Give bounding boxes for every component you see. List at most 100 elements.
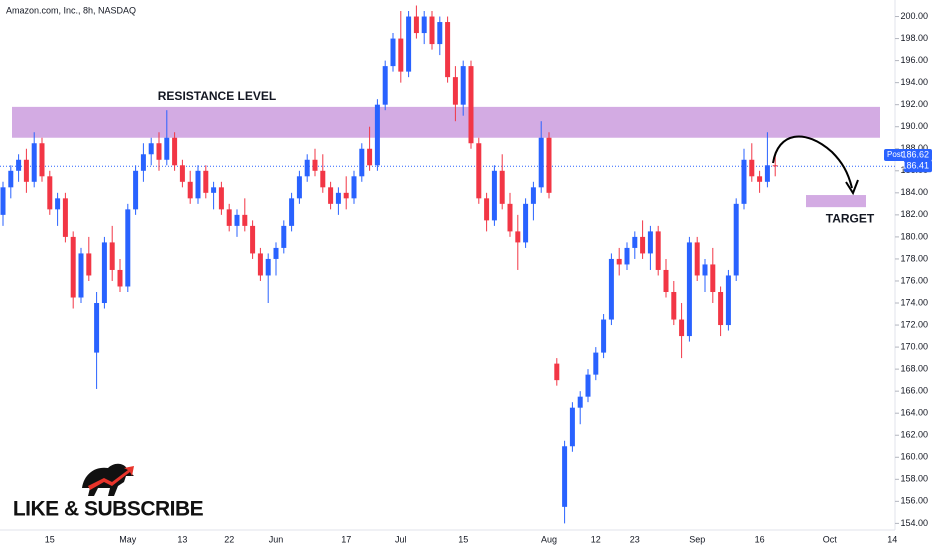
candle-body bbox=[226, 209, 232, 226]
candle-body bbox=[8, 170, 14, 188]
y-tick-label: 180.00 bbox=[900, 231, 928, 241]
candle-body bbox=[460, 66, 466, 105]
candle-body bbox=[476, 143, 482, 199]
y-tick-label: 174.00 bbox=[900, 297, 928, 307]
x-tick-label: 14 bbox=[887, 534, 897, 544]
candle-body bbox=[632, 236, 638, 248]
candle-body bbox=[203, 170, 209, 193]
watermark: LIKE & SUBSCRIBE bbox=[13, 498, 204, 521]
x-tick-label: 22 bbox=[224, 534, 234, 544]
candle-body bbox=[47, 176, 53, 210]
candle-body bbox=[374, 104, 380, 166]
candle-body bbox=[281, 225, 287, 248]
candle-body bbox=[70, 236, 76, 298]
candle-body bbox=[398, 38, 404, 72]
y-tick-label: 182.00 bbox=[900, 209, 928, 219]
candle-body bbox=[772, 165, 778, 167]
candle-body bbox=[710, 264, 716, 292]
candle-body bbox=[445, 22, 451, 78]
candle-body bbox=[0, 187, 6, 215]
candle-body bbox=[640, 236, 646, 254]
candle-body bbox=[23, 159, 29, 182]
y-tick-label: 196.00 bbox=[900, 55, 928, 65]
candle-body bbox=[195, 170, 201, 199]
candle-body bbox=[593, 352, 599, 375]
candle-body bbox=[554, 363, 560, 381]
candle-body bbox=[749, 159, 755, 177]
y-tick-label: 200.00 bbox=[900, 11, 928, 21]
candle-body bbox=[367, 148, 373, 166]
candle-body bbox=[569, 407, 575, 447]
candle-body bbox=[31, 143, 37, 182]
candle-body bbox=[179, 165, 185, 182]
candle-body bbox=[655, 231, 661, 270]
x-tick-label: Oct bbox=[823, 534, 838, 544]
candle-body bbox=[601, 319, 607, 353]
candle-body bbox=[16, 159, 22, 171]
x-tick-label: 16 bbox=[755, 534, 765, 544]
chart-title: Amazon.com, Inc., 8h, NASDAQ bbox=[6, 5, 136, 15]
candle-body bbox=[117, 269, 123, 287]
y-tick-label: 170.00 bbox=[900, 341, 928, 351]
candle-body bbox=[218, 187, 224, 210]
candle-body bbox=[686, 242, 692, 337]
resistance-label: RESISTANCE LEVEL bbox=[158, 89, 276, 103]
candle-body bbox=[491, 170, 497, 221]
y-tick-label: 190.00 bbox=[900, 121, 928, 131]
candle-body bbox=[647, 231, 653, 254]
forecast-arrow bbox=[772, 135, 853, 189]
candle-body bbox=[39, 143, 45, 177]
candle-body bbox=[140, 154, 146, 171]
x-tick-label: Jul bbox=[395, 534, 407, 544]
post-tag-label: Post bbox=[887, 150, 904, 159]
candle-body bbox=[78, 253, 84, 298]
candle-body bbox=[523, 203, 529, 243]
candle-body bbox=[764, 165, 770, 182]
post-price-label: 186.62 bbox=[901, 149, 929, 159]
candle-body bbox=[741, 159, 747, 204]
x-tick-label: Aug bbox=[541, 534, 557, 544]
candle-body bbox=[125, 209, 131, 287]
y-tick-label: 166.00 bbox=[900, 386, 928, 396]
candle-body bbox=[624, 247, 630, 265]
candle-body bbox=[265, 258, 271, 276]
candle-body bbox=[507, 203, 513, 232]
target-label: TARGET bbox=[826, 211, 875, 225]
candle-body bbox=[304, 159, 310, 177]
candle-body bbox=[164, 137, 170, 160]
candle-body bbox=[616, 258, 622, 265]
logo-arrow bbox=[88, 466, 134, 490]
arrow-head bbox=[845, 179, 859, 196]
candle-body bbox=[101, 242, 107, 304]
x-tick-label: May bbox=[119, 534, 137, 544]
candle-body bbox=[62, 198, 68, 237]
candle-body bbox=[421, 16, 427, 34]
x-tick-label: 15 bbox=[458, 534, 468, 544]
y-tick-label: 168.00 bbox=[900, 364, 928, 374]
y-tick-label: 162.00 bbox=[900, 430, 928, 440]
candle-body bbox=[55, 198, 61, 210]
candle-body bbox=[109, 242, 115, 270]
last-price-tag-bg bbox=[904, 160, 932, 173]
bull-icon bbox=[82, 463, 134, 496]
candle-body bbox=[133, 170, 139, 210]
candle-body bbox=[499, 170, 505, 204]
candle-body bbox=[452, 77, 458, 105]
candle-body bbox=[148, 143, 154, 155]
candle-body bbox=[86, 253, 92, 276]
x-tick-label: 12 bbox=[591, 534, 601, 544]
candle-body bbox=[359, 148, 365, 177]
candle-body bbox=[312, 159, 318, 171]
x-tick-label: Jun bbox=[269, 534, 284, 544]
candle-body bbox=[320, 170, 326, 188]
resistance-zone bbox=[12, 106, 880, 138]
y-tick-label: 164.00 bbox=[900, 408, 928, 418]
last-price-label: 186.41 bbox=[901, 161, 929, 171]
candle-body bbox=[437, 22, 443, 45]
candle-body bbox=[562, 446, 568, 507]
x-tick-label: Sep bbox=[689, 534, 705, 544]
target-zone bbox=[806, 195, 866, 208]
y-tick-label: 194.00 bbox=[900, 77, 928, 87]
